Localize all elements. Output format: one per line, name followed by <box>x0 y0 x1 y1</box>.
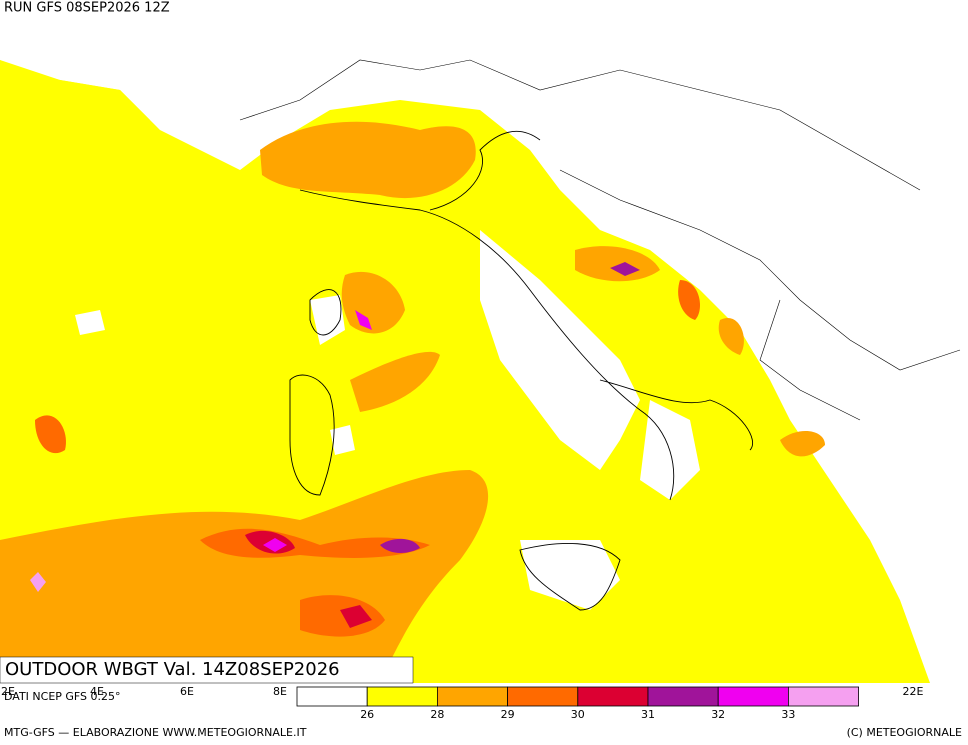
tyrrhenian-warm <box>350 351 440 412</box>
colorbar-box <box>717 686 789 707</box>
data-source: DATI NCEP GFS 0.25° <box>4 690 121 703</box>
adriatic-warm-3 <box>718 318 744 355</box>
colorbar-label: 33 <box>781 708 795 721</box>
colorbar-box <box>296 686 368 707</box>
colorbar-box <box>436 686 508 707</box>
corsica <box>310 295 345 345</box>
longitude-label: 4E <box>90 685 104 698</box>
colorbar-box <box>507 686 579 707</box>
map-field <box>0 0 968 683</box>
po-valley-warm <box>260 121 476 199</box>
map-title: OUTDOOR WBGT Val. 14Z08SEP2026 <box>5 659 340 680</box>
africa-core <box>340 605 372 628</box>
adriatic-core <box>610 262 640 276</box>
colorbar-box <box>366 686 438 707</box>
colorbar-box <box>788 686 860 707</box>
longitude-label: 8E <box>273 685 287 698</box>
footer-right: (C) METEOGIORNALE <box>847 726 962 739</box>
longitude-label: 6E <box>180 685 194 698</box>
italy-interior <box>480 230 640 470</box>
colorbar-box <box>647 686 719 707</box>
longitude-label: 2E <box>1 685 15 698</box>
sicily <box>520 540 620 610</box>
title-background <box>0 656 414 684</box>
colorbar-label: 30 <box>571 708 585 721</box>
longitude-labels: 2E 4E 6E 8E 22E <box>1 685 923 698</box>
west-warm <box>35 415 66 454</box>
colorbar-box <box>577 686 649 707</box>
colorbar: 26 28 29 30 31 32 33 <box>296 686 860 721</box>
footer-left: MTG-GFS — ELABORAZIONE WWW.METEOGIORNALE… <box>4 726 307 739</box>
corsica-core <box>355 310 372 330</box>
greece-warm <box>780 430 825 457</box>
adriatic-warm <box>575 246 660 282</box>
hot-core-3 <box>380 538 420 554</box>
colorbar-label: 32 <box>711 708 725 721</box>
west-core <box>30 572 46 592</box>
colorbar-label: 26 <box>360 708 374 721</box>
adriatic-warm-2 <box>678 280 700 320</box>
colorbar-label: 28 <box>430 708 444 721</box>
title-box: OUTDOOR WBGT Val. 14Z08SEP2026 <box>0 656 414 684</box>
corsica-warm <box>341 271 405 334</box>
africa-warm <box>300 595 385 637</box>
colorbar-label: 29 <box>501 708 515 721</box>
run-label: RUN GFS 08SEP2026 12Z <box>4 1 170 16</box>
white-spot <box>75 310 105 335</box>
colorbar-label: 31 <box>641 708 655 721</box>
north-land <box>0 0 968 683</box>
west-yellow <box>0 60 150 230</box>
sardinia-spot <box>330 425 355 455</box>
hot-core-2 <box>263 538 287 552</box>
longitude-label: 22E <box>903 685 924 698</box>
